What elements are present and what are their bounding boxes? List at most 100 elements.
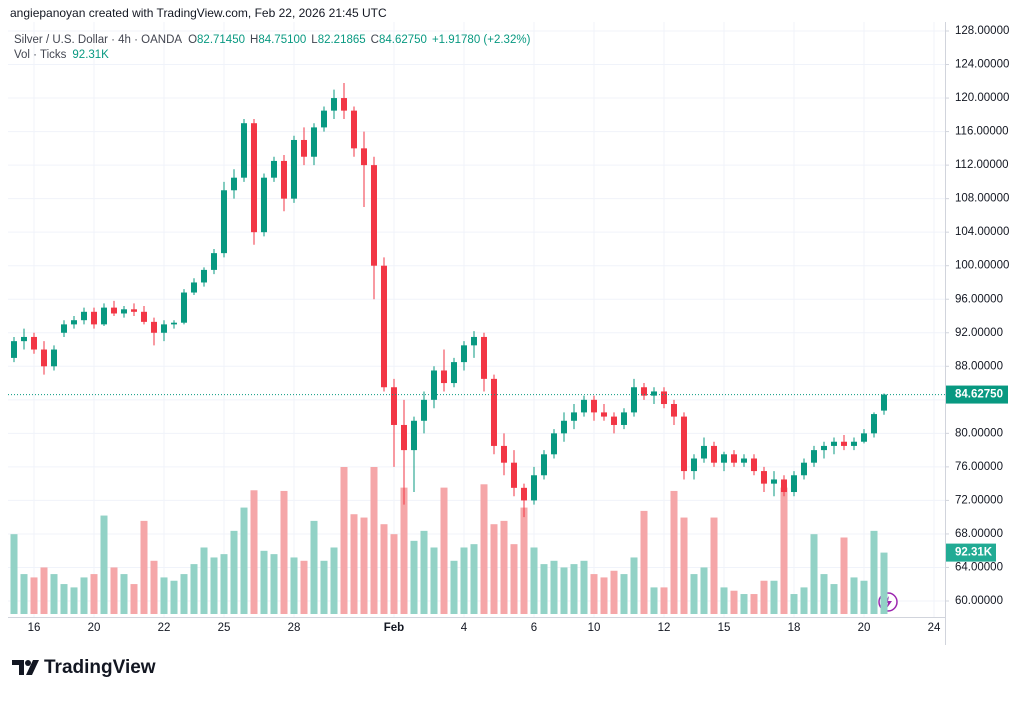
candle bbox=[171, 320, 177, 329]
candle bbox=[851, 437, 857, 451]
candle bbox=[811, 445, 817, 467]
volume-bar bbox=[730, 590, 738, 614]
x-tick-label: 4 bbox=[461, 622, 468, 634]
candle bbox=[761, 466, 767, 493]
candle-body bbox=[351, 110, 357, 149]
candle bbox=[681, 412, 687, 480]
volume-bar bbox=[50, 574, 58, 614]
x-tick-label: 28 bbox=[288, 622, 301, 634]
candle-body bbox=[381, 265, 387, 388]
candle-body bbox=[121, 309, 127, 314]
volume-bar bbox=[780, 487, 788, 614]
candle-body bbox=[641, 387, 647, 396]
candle-body bbox=[111, 307, 117, 314]
candle-body bbox=[611, 416, 617, 425]
volume-bar bbox=[620, 574, 628, 614]
candle bbox=[311, 123, 317, 166]
x-tick-label: 16 bbox=[28, 622, 41, 634]
candle bbox=[341, 82, 347, 120]
candle-body bbox=[391, 387, 397, 425]
candle-body bbox=[71, 320, 77, 325]
candle bbox=[351, 106, 357, 157]
y-tick-label: 112.00000 bbox=[955, 159, 1009, 171]
candle-body bbox=[531, 475, 537, 501]
volume-bar bbox=[520, 507, 528, 614]
candle bbox=[881, 393, 887, 415]
volume-bar bbox=[60, 584, 68, 614]
candle-body bbox=[711, 445, 717, 463]
volume-bar bbox=[80, 577, 88, 614]
candle bbox=[101, 303, 107, 327]
candle-body bbox=[261, 177, 267, 233]
y-tick-label: 104.00000 bbox=[955, 226, 1009, 238]
volume-bar bbox=[190, 564, 198, 614]
y-tick-label: 72.00000 bbox=[955, 494, 1003, 506]
candle bbox=[181, 289, 187, 325]
volume-bar bbox=[690, 574, 698, 614]
volume-bar bbox=[510, 544, 518, 614]
volume-bar bbox=[680, 517, 688, 614]
candle bbox=[31, 332, 37, 354]
candle-body bbox=[781, 479, 787, 493]
candle-body bbox=[491, 378, 497, 446]
candle bbox=[871, 412, 877, 438]
symbol: Silver / U.S. Dollar · 4h · OANDA bbox=[14, 34, 182, 46]
volume-bar bbox=[660, 587, 668, 614]
volume-bar bbox=[160, 577, 168, 614]
candle-body bbox=[591, 399, 597, 413]
candle bbox=[381, 257, 387, 392]
candle bbox=[491, 374, 497, 455]
candle-body bbox=[751, 458, 757, 472]
candle-body bbox=[871, 414, 877, 434]
y-tick-label: 76.00000 bbox=[955, 461, 1003, 473]
legend-key: C bbox=[371, 34, 379, 46]
candle bbox=[501, 433, 507, 476]
candle bbox=[541, 450, 547, 480]
candle bbox=[771, 471, 777, 497]
y-tick-label: 116.00000 bbox=[955, 126, 1009, 138]
candle bbox=[661, 387, 667, 409]
candle bbox=[621, 408, 627, 430]
candle bbox=[521, 483, 527, 518]
x-tick-label: 10 bbox=[588, 622, 601, 634]
volume-bar bbox=[480, 484, 488, 614]
candle-body bbox=[181, 292, 187, 323]
candle bbox=[21, 328, 27, 350]
candle-body bbox=[691, 458, 697, 472]
candle bbox=[651, 387, 657, 405]
volume-bar bbox=[350, 514, 358, 614]
legend-value: 84.62750 bbox=[379, 34, 427, 46]
volume-bar bbox=[670, 490, 678, 614]
candle bbox=[581, 395, 587, 417]
volume-bar bbox=[720, 587, 728, 614]
candle bbox=[241, 119, 247, 182]
x-tick-label: 25 bbox=[218, 622, 231, 634]
candle-body bbox=[231, 177, 237, 191]
candle-body bbox=[91, 311, 97, 325]
volume-bar bbox=[250, 490, 258, 614]
candle-body bbox=[761, 471, 767, 484]
volume-bar bbox=[140, 520, 148, 614]
volume-bar bbox=[530, 547, 538, 614]
volume-bar bbox=[170, 580, 178, 614]
x-tick-label: 15 bbox=[718, 622, 731, 634]
candle-body bbox=[561, 420, 567, 434]
volume-bar bbox=[750, 594, 758, 614]
candle-body bbox=[821, 445, 827, 451]
candle-body bbox=[771, 479, 777, 484]
brand-logo bbox=[12, 660, 39, 675]
volume-bar bbox=[810, 534, 818, 614]
candle bbox=[801, 458, 807, 480]
candle bbox=[751, 454, 757, 476]
candle bbox=[671, 399, 677, 425]
candle bbox=[591, 395, 597, 421]
candle-body bbox=[371, 165, 377, 266]
candle bbox=[441, 349, 447, 392]
candle-body bbox=[681, 416, 687, 472]
candle bbox=[421, 391, 427, 434]
candle-body bbox=[101, 307, 107, 325]
volume-bar bbox=[300, 560, 308, 614]
candle-body bbox=[411, 420, 417, 451]
x-tick-label: 20 bbox=[858, 622, 871, 634]
candle bbox=[271, 156, 277, 182]
